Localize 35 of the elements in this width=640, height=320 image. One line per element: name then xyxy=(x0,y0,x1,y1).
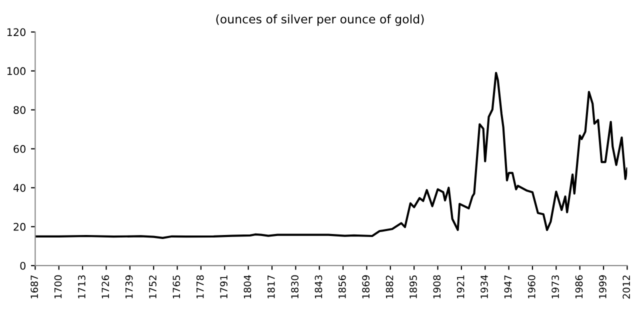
y-tick-label: 60 xyxy=(14,145,26,153)
y-tick-label: 100 xyxy=(7,67,26,76)
y-tick-label: 40 xyxy=(13,184,26,192)
x-tick-label: 1986 xyxy=(575,275,583,298)
y-tick-label: 80 xyxy=(14,106,26,114)
x-tick-label: 1778 xyxy=(196,275,204,298)
x-tick-label: 1739 xyxy=(125,275,133,298)
x-tick-label: 1960 xyxy=(528,275,536,298)
x-tick-label: 1830 xyxy=(291,275,298,298)
x-tick-label: 1700 xyxy=(54,275,62,298)
x-tick-label: 1973 xyxy=(552,275,559,298)
x-tick-label: 1934 xyxy=(480,275,488,298)
x-tick-label: 1856 xyxy=(338,275,346,298)
x-tick-label: 1765 xyxy=(172,275,180,298)
x-tick-label: 2012 xyxy=(622,276,630,299)
x-tick-label: 1882 xyxy=(386,276,394,298)
x-tick-label: 1921 xyxy=(456,276,464,298)
x-tick-label: 1869 xyxy=(362,275,370,298)
x-tick-label: 1687 xyxy=(30,275,38,298)
x-tick-label: 1843 xyxy=(314,275,322,298)
x-tick-label: 1947 xyxy=(504,275,512,298)
y-tick-label: 20 xyxy=(14,222,26,231)
y-tick-label: 120 xyxy=(7,28,26,36)
y-tick-label: 0 xyxy=(20,262,26,270)
x-tick-label: 1817 xyxy=(267,275,275,298)
x-tick-label: 1726 xyxy=(102,275,110,298)
x-tick-label: 1999 xyxy=(598,275,606,298)
x-tick-label: 1895 xyxy=(410,275,417,298)
x-tick-label: 1791 xyxy=(220,276,228,298)
x-tick-label: 1713 xyxy=(78,275,86,298)
x-tick-label: 1908 xyxy=(433,275,441,298)
chart-subtitle: (ounces of silver per ounce of gold) xyxy=(216,14,424,26)
x-tick-label: 1804 xyxy=(244,275,252,298)
line-series xyxy=(35,72,628,239)
x-tick-label: 1752 xyxy=(149,276,156,298)
